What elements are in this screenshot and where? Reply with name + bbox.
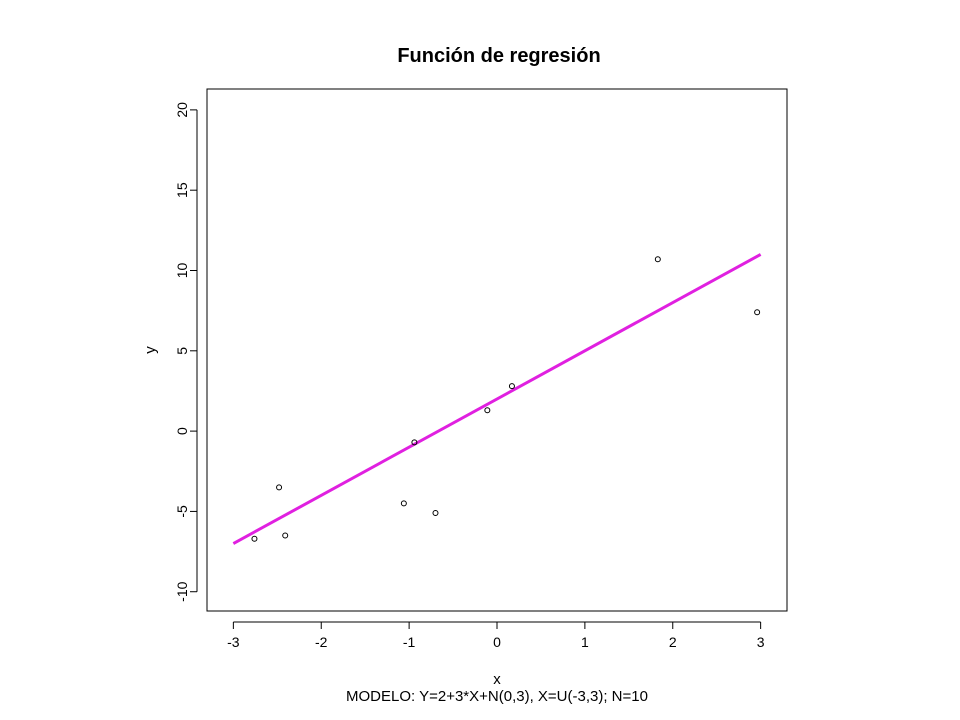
data-point <box>754 309 761 316</box>
x-tick-label: 2 <box>669 634 677 650</box>
data-point <box>508 383 515 390</box>
chart-subtitle: MODELO: Y=2+3*X+N(0,3), X=U(-3,3); N=10 <box>346 688 648 705</box>
data-point <box>251 535 258 542</box>
data-point <box>282 532 289 539</box>
regression-line <box>232 253 762 545</box>
x-axis-label: x <box>493 671 501 688</box>
data-point <box>411 439 418 446</box>
y-tick-label: -5 <box>174 505 190 518</box>
data-point <box>400 500 407 507</box>
x-tick-label: 3 <box>757 634 765 650</box>
x-tick-label: -1 <box>403 634 416 650</box>
chart-title: Función de regresión <box>397 45 600 67</box>
y-axis: -10 -5 0 5 10 15 20 <box>174 102 198 602</box>
x-tick-label: -3 <box>227 634 240 650</box>
data-point <box>654 256 661 263</box>
x-tick-label: 0 <box>493 634 501 650</box>
x-axis: -3 -2 -1 0 1 2 3 <box>227 621 765 650</box>
data-point <box>484 407 491 414</box>
data-point <box>276 484 283 491</box>
plot-frame <box>206 88 788 612</box>
y-axis-label: y <box>142 346 159 354</box>
y-tick-label: 15 <box>174 182 190 198</box>
y-tick-label: -10 <box>174 581 190 601</box>
y-tick-label: 20 <box>174 102 190 118</box>
x-tick-label: -2 <box>315 634 328 650</box>
data-points <box>251 256 761 542</box>
y-tick-label: 0 <box>174 427 190 435</box>
x-tick-label: 1 <box>581 634 589 650</box>
data-point <box>432 510 439 517</box>
y-tick-label: 5 <box>174 347 190 355</box>
y-tick-label: 10 <box>174 262 190 278</box>
